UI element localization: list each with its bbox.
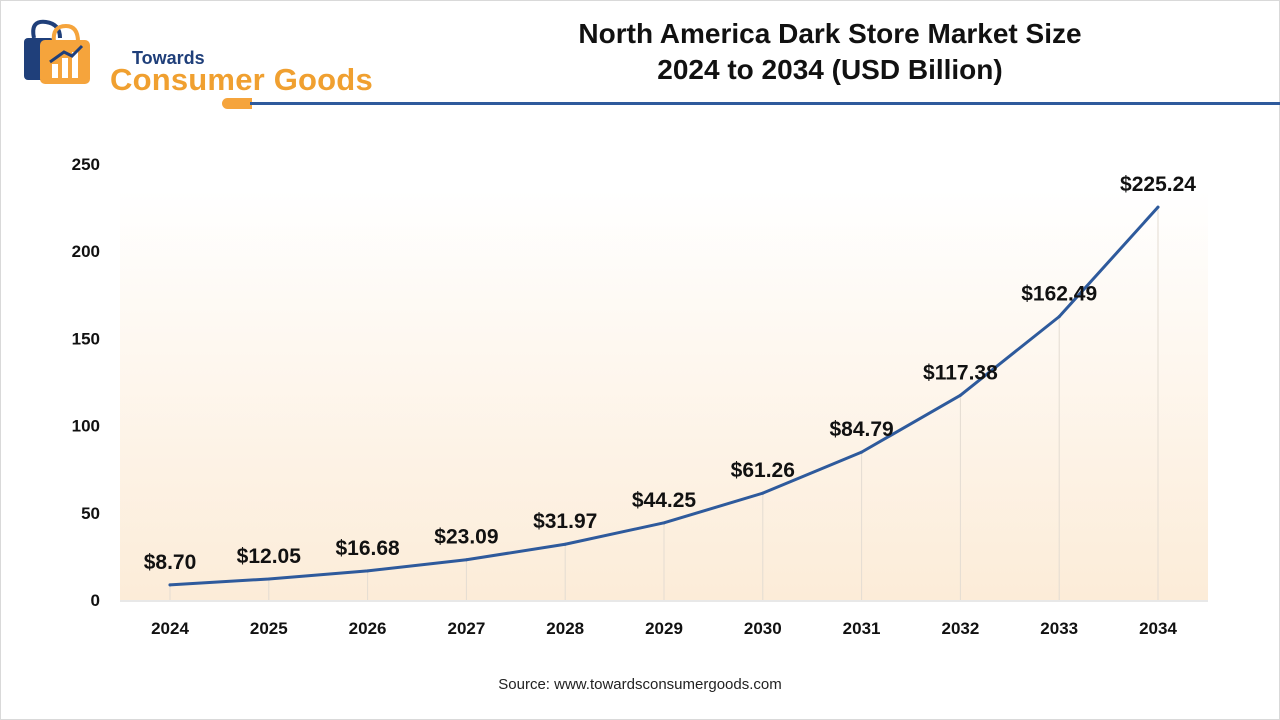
x-tick-label: 2032 <box>941 619 979 638</box>
data-point-2034 <box>1156 205 1160 209</box>
x-tick-label: 2029 <box>645 619 683 638</box>
data-point-2025 <box>267 577 271 581</box>
x-tick-label: 2028 <box>546 619 584 638</box>
x-tick-label: 2026 <box>349 619 387 638</box>
y-tick-label: 50 <box>81 504 100 523</box>
y-tick-label: 100 <box>72 417 100 436</box>
data-point-2031 <box>860 450 864 454</box>
source-note: Source: www.towardsconsumergoods.com <box>498 676 782 693</box>
data-label-2027: $23.09 <box>434 526 498 549</box>
x-tick-label: 2025 <box>250 619 288 638</box>
data-label-2033: $162.49 <box>1021 283 1097 306</box>
data-point-2033 <box>1057 315 1061 319</box>
data-point-2027 <box>464 558 468 562</box>
x-tick-label: 2034 <box>1139 619 1177 638</box>
shopping-bag-icon <box>24 19 90 84</box>
y-tick-label: 250 <box>72 155 100 174</box>
data-point-2032 <box>958 393 962 397</box>
data-label-2025: $12.05 <box>237 545 302 568</box>
data-label-2032: $117.38 <box>923 361 998 384</box>
data-label-2031: $84.79 <box>829 418 893 441</box>
logo-text-towards: Towards <box>132 48 205 68</box>
x-tick-label: 2033 <box>1040 619 1078 638</box>
data-point-2024 <box>168 583 172 587</box>
data-point-2029 <box>662 521 666 525</box>
x-tick-label: 2031 <box>843 619 881 638</box>
x-tick-label: 2027 <box>447 619 485 638</box>
y-tick-label: 150 <box>72 329 100 348</box>
accent-tab <box>222 98 252 109</box>
data-point-2028 <box>563 542 567 546</box>
logo: Towards Consumer Goods <box>20 18 380 97</box>
data-label-2024: $8.70 <box>144 551 197 574</box>
y-tick-label: 0 <box>91 591 100 610</box>
x-tick-label: 2024 <box>151 619 189 638</box>
x-tick-label: 2030 <box>744 619 782 638</box>
data-label-2034: $225.24 <box>1120 173 1196 196</box>
data-label-2028: $31.97 <box>533 510 597 533</box>
data-point-2026 <box>366 569 370 573</box>
data-point-2030 <box>761 491 765 495</box>
accent-divider <box>250 102 1280 105</box>
data-label-2026: $16.68 <box>335 537 400 560</box>
data-label-2030: $61.26 <box>731 459 795 482</box>
page-title: North America Dark Store Market Size 202… <box>480 16 1180 88</box>
title-line-2: 2024 to 2034 (USD Billion) <box>657 54 1003 85</box>
title-line-1: North America Dark Store Market Size <box>578 18 1082 49</box>
y-tick-label: 200 <box>72 242 100 261</box>
logo-text-consumer-goods: Consumer Goods <box>110 62 373 97</box>
data-label-2029: $44.25 <box>632 489 697 512</box>
